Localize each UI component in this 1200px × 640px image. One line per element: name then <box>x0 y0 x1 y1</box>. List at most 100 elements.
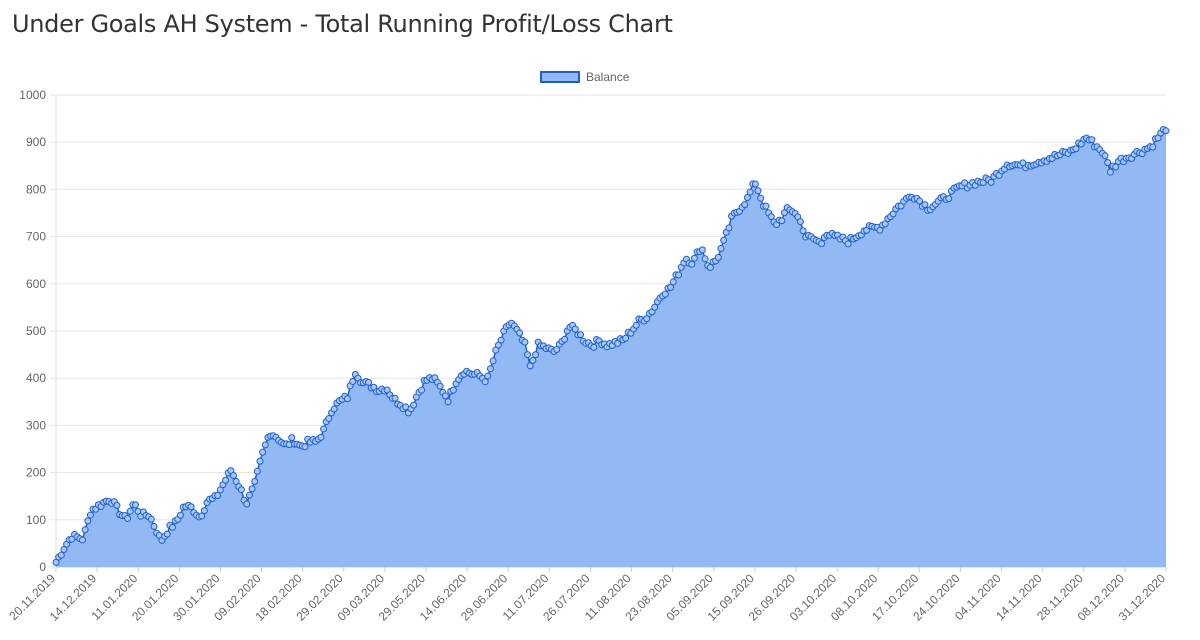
balance-point <box>916 197 924 205</box>
balance-point <box>881 220 889 228</box>
balance-point <box>441 392 449 400</box>
y-tick-label: 300 <box>26 418 46 432</box>
balance-point <box>124 514 132 522</box>
balance-point <box>163 530 171 538</box>
y-tick-label: 900 <box>26 135 46 149</box>
balance-point <box>553 346 561 353</box>
balance-point <box>301 443 309 451</box>
balance-point <box>643 315 651 323</box>
balance-point <box>200 507 208 515</box>
balance-point <box>757 194 765 202</box>
balance-point <box>577 331 585 339</box>
balance-point <box>698 246 706 254</box>
balance-point <box>259 448 267 456</box>
chart-legend[interactable]: Balance <box>540 70 629 84</box>
balance-point <box>741 201 749 209</box>
balance-point <box>418 386 426 394</box>
balance-point <box>187 503 195 511</box>
balance-point <box>256 457 264 465</box>
balance-point <box>1162 127 1170 135</box>
balance-point <box>701 255 709 263</box>
balance-point <box>245 491 253 499</box>
balance-point <box>526 362 534 370</box>
y-tick-labels: 0 100 200 300 400 500 600 700 800 900 1000 <box>19 88 46 574</box>
balance-point <box>1104 159 1112 167</box>
balance-point <box>632 321 640 329</box>
balance-point <box>571 325 579 333</box>
balance-point <box>410 401 418 409</box>
balance-point <box>251 477 259 485</box>
balance-point <box>81 526 89 534</box>
balance-point <box>237 486 245 494</box>
balance-point <box>365 378 373 386</box>
balance-point <box>622 334 630 342</box>
balance-point <box>743 193 751 201</box>
balance-point <box>921 201 929 209</box>
balance-point <box>449 386 457 394</box>
balance-point <box>243 500 251 508</box>
balance-point <box>1149 143 1157 151</box>
balance-point <box>706 264 714 272</box>
balance-point <box>320 425 328 433</box>
balance-point <box>253 467 261 475</box>
legend-swatch-balance <box>540 71 580 83</box>
balance-point <box>391 394 399 402</box>
balance-point <box>486 365 494 373</box>
balance-point <box>214 492 222 499</box>
balance-point <box>126 507 134 515</box>
y-tick-label: 200 <box>26 466 46 480</box>
balance-point <box>248 485 256 493</box>
y-tick-label: 1000 <box>19 88 46 102</box>
balance-point <box>516 329 524 337</box>
balance-point <box>762 202 770 210</box>
balance-point <box>489 357 497 365</box>
balance-point <box>799 227 807 235</box>
balance-point <box>261 441 269 449</box>
balance-point <box>131 501 139 509</box>
x-tick-labels: 20.11.201914.12.201911.01.202020.01.2020… <box>6 571 1168 624</box>
balance-point <box>497 336 505 344</box>
balance-point <box>317 433 325 441</box>
y-tick-label: 600 <box>26 277 46 291</box>
balance-point <box>52 558 60 566</box>
balance-point <box>86 511 94 519</box>
balance-point <box>675 271 683 279</box>
balance-point <box>229 472 237 480</box>
balance-point <box>717 244 725 252</box>
balance-points <box>52 125 1170 566</box>
balance-point <box>330 405 338 413</box>
balance-point <box>720 236 728 244</box>
balance-point <box>484 372 492 380</box>
balance-point <box>669 278 677 286</box>
balance-point <box>767 213 775 221</box>
balance-point <box>561 335 569 343</box>
balance-point <box>529 356 537 364</box>
balance-point <box>169 523 177 531</box>
balance-point <box>222 476 230 484</box>
balance-point <box>590 343 598 351</box>
balance-point <box>796 218 804 226</box>
balance-point <box>751 180 759 188</box>
balance-point <box>725 224 733 232</box>
balance-point <box>661 290 669 298</box>
balance-point <box>746 188 754 196</box>
balance-point <box>1101 152 1109 160</box>
balance-point <box>1088 136 1096 144</box>
y-tick-label: 100 <box>26 513 46 527</box>
balance-point <box>1112 163 1120 171</box>
balance-point <box>288 434 296 442</box>
balance-point <box>113 501 121 509</box>
y-tick-label: 0 <box>39 560 46 574</box>
balance-point <box>198 512 206 520</box>
balance-point <box>945 195 953 203</box>
balance-point <box>1072 145 1080 153</box>
balance-point <box>532 351 539 359</box>
balance-point <box>150 522 158 530</box>
balance-point <box>60 546 68 554</box>
balance-point <box>84 517 92 525</box>
y-tick-label: 800 <box>26 182 46 196</box>
balance-point <box>754 187 762 195</box>
balance-point <box>325 415 333 423</box>
balance-point <box>524 351 532 359</box>
